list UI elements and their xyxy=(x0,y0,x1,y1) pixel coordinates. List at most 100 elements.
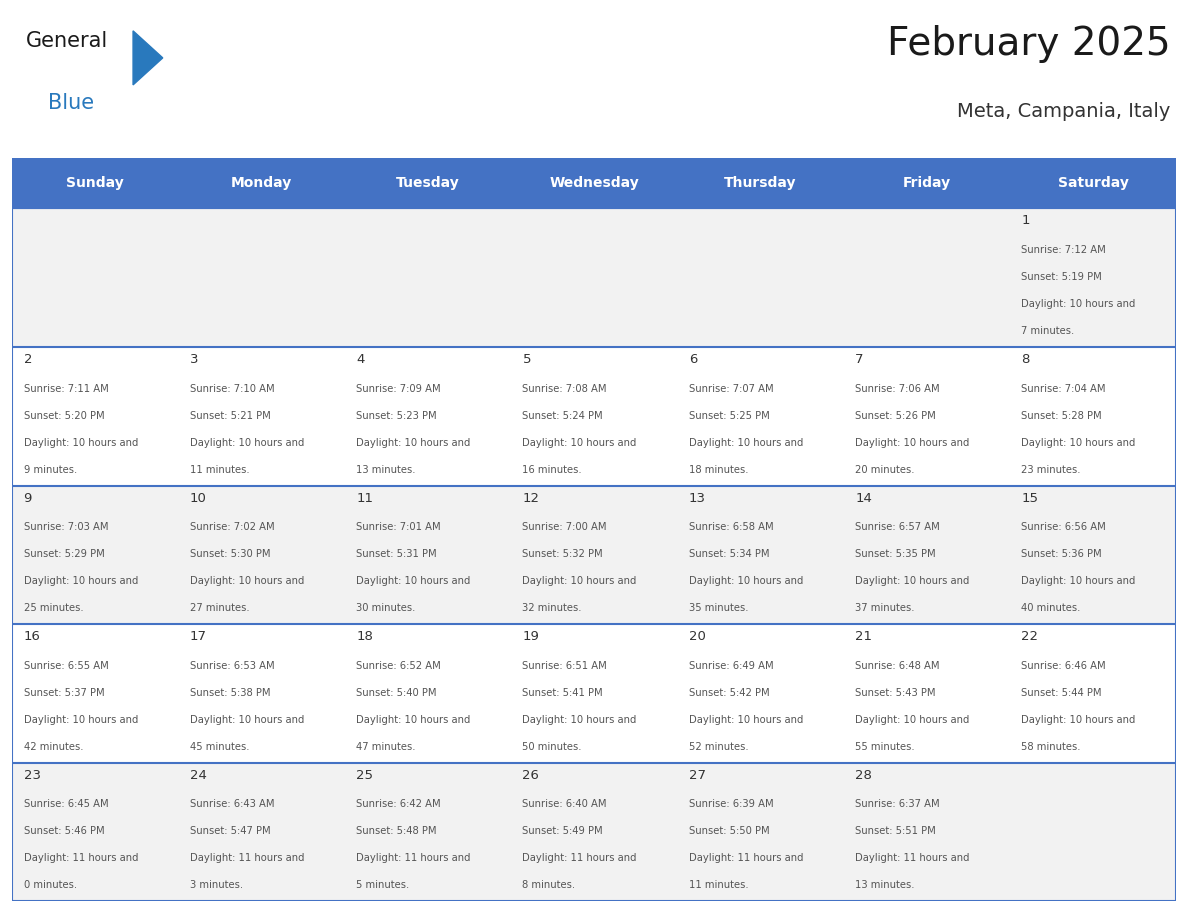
Text: Sunset: 5:26 PM: Sunset: 5:26 PM xyxy=(855,410,936,420)
Text: Saturday: Saturday xyxy=(1057,176,1129,190)
Text: Daylight: 10 hours and: Daylight: 10 hours and xyxy=(24,715,138,725)
Text: Sunrise: 6:45 AM: Sunrise: 6:45 AM xyxy=(24,800,108,810)
Text: 11 minutes.: 11 minutes. xyxy=(190,465,249,475)
Text: 10: 10 xyxy=(190,492,207,505)
Bar xyxy=(843,624,1010,763)
Text: Sunrise: 7:00 AM: Sunrise: 7:00 AM xyxy=(523,522,607,532)
Text: 6: 6 xyxy=(689,353,697,366)
Text: Daylight: 10 hours and: Daylight: 10 hours and xyxy=(523,577,637,587)
Text: 27: 27 xyxy=(689,768,706,782)
Bar xyxy=(843,486,1010,624)
Text: Sunset: 5:49 PM: Sunset: 5:49 PM xyxy=(523,826,604,836)
Text: 45 minutes.: 45 minutes. xyxy=(190,742,249,752)
Text: Sunset: 5:21 PM: Sunset: 5:21 PM xyxy=(190,410,271,420)
Bar xyxy=(1010,624,1176,763)
Text: 26: 26 xyxy=(523,768,539,782)
Text: 50 minutes.: 50 minutes. xyxy=(523,742,582,752)
Bar xyxy=(345,763,511,901)
Text: 18 minutes.: 18 minutes. xyxy=(689,465,748,475)
Text: Daylight: 11 hours and: Daylight: 11 hours and xyxy=(855,854,969,863)
Bar xyxy=(12,763,178,901)
Bar xyxy=(843,208,1010,347)
Text: Sunrise: 7:06 AM: Sunrise: 7:06 AM xyxy=(855,384,940,394)
Text: Sunset: 5:35 PM: Sunset: 5:35 PM xyxy=(855,549,936,559)
Bar xyxy=(677,158,843,208)
Bar xyxy=(511,486,677,624)
Bar xyxy=(178,624,345,763)
Bar xyxy=(178,347,345,486)
Text: 16: 16 xyxy=(24,631,40,644)
Text: Sunset: 5:34 PM: Sunset: 5:34 PM xyxy=(689,549,770,559)
Text: 9: 9 xyxy=(24,492,32,505)
Text: Sunset: 5:44 PM: Sunset: 5:44 PM xyxy=(1022,688,1102,698)
Text: 40 minutes.: 40 minutes. xyxy=(1022,603,1081,613)
Text: 12: 12 xyxy=(523,492,539,505)
Text: 5: 5 xyxy=(523,353,531,366)
Text: Daylight: 11 hours and: Daylight: 11 hours and xyxy=(190,854,304,863)
Bar xyxy=(511,158,677,208)
Text: 27 minutes.: 27 minutes. xyxy=(190,603,249,613)
Text: Sunrise: 6:55 AM: Sunrise: 6:55 AM xyxy=(24,661,108,671)
Bar xyxy=(1010,158,1176,208)
Text: Daylight: 10 hours and: Daylight: 10 hours and xyxy=(523,715,637,725)
Text: Wednesday: Wednesday xyxy=(549,176,639,190)
Text: 11: 11 xyxy=(356,492,373,505)
Bar xyxy=(12,347,178,486)
Text: Sunrise: 6:46 AM: Sunrise: 6:46 AM xyxy=(1022,661,1106,671)
Text: Sunset: 5:28 PM: Sunset: 5:28 PM xyxy=(1022,410,1102,420)
Text: Sunday: Sunday xyxy=(67,176,124,190)
Bar xyxy=(843,763,1010,901)
Text: 16 minutes.: 16 minutes. xyxy=(523,465,582,475)
Text: 25: 25 xyxy=(356,768,373,782)
Bar xyxy=(12,624,178,763)
Text: 17: 17 xyxy=(190,631,207,644)
Text: Daylight: 10 hours and: Daylight: 10 hours and xyxy=(24,577,138,587)
Text: Daylight: 11 hours and: Daylight: 11 hours and xyxy=(523,854,637,863)
Text: Daylight: 10 hours and: Daylight: 10 hours and xyxy=(855,577,969,587)
Text: Sunrise: 7:02 AM: Sunrise: 7:02 AM xyxy=(190,522,274,532)
Text: Sunset: 5:31 PM: Sunset: 5:31 PM xyxy=(356,549,437,559)
Text: Sunrise: 7:07 AM: Sunrise: 7:07 AM xyxy=(689,384,773,394)
Text: 47 minutes.: 47 minutes. xyxy=(356,742,416,752)
Text: Sunrise: 7:01 AM: Sunrise: 7:01 AM xyxy=(356,522,441,532)
Text: Daylight: 10 hours and: Daylight: 10 hours and xyxy=(1022,715,1136,725)
Text: 13 minutes.: 13 minutes. xyxy=(855,880,915,890)
Bar xyxy=(12,208,178,347)
Text: Daylight: 10 hours and: Daylight: 10 hours and xyxy=(1022,299,1136,309)
Text: Sunset: 5:23 PM: Sunset: 5:23 PM xyxy=(356,410,437,420)
Bar xyxy=(1010,347,1176,486)
Text: Blue: Blue xyxy=(48,94,94,114)
Text: Sunset: 5:20 PM: Sunset: 5:20 PM xyxy=(24,410,105,420)
Text: Daylight: 10 hours and: Daylight: 10 hours and xyxy=(689,438,803,448)
Text: Daylight: 10 hours and: Daylight: 10 hours and xyxy=(689,715,803,725)
Text: Sunrise: 7:03 AM: Sunrise: 7:03 AM xyxy=(24,522,108,532)
Bar xyxy=(178,158,345,208)
Text: Sunset: 5:51 PM: Sunset: 5:51 PM xyxy=(855,826,936,836)
Bar xyxy=(178,763,345,901)
Text: 3: 3 xyxy=(190,353,198,366)
Text: Sunrise: 7:11 AM: Sunrise: 7:11 AM xyxy=(24,384,108,394)
Bar xyxy=(511,208,677,347)
Text: Sunset: 5:37 PM: Sunset: 5:37 PM xyxy=(24,688,105,698)
Text: 9 minutes.: 9 minutes. xyxy=(24,465,77,475)
Bar xyxy=(843,158,1010,208)
Text: Daylight: 10 hours and: Daylight: 10 hours and xyxy=(855,438,969,448)
Text: 13 minutes.: 13 minutes. xyxy=(356,465,416,475)
Text: 28: 28 xyxy=(855,768,872,782)
Bar xyxy=(1010,763,1176,901)
Text: Sunrise: 6:57 AM: Sunrise: 6:57 AM xyxy=(855,522,940,532)
Text: Sunrise: 6:39 AM: Sunrise: 6:39 AM xyxy=(689,800,773,810)
Text: Meta, Campania, Italy: Meta, Campania, Italy xyxy=(956,102,1170,121)
Text: 7: 7 xyxy=(855,353,864,366)
Bar xyxy=(677,347,843,486)
Text: Daylight: 10 hours and: Daylight: 10 hours and xyxy=(1022,577,1136,587)
Text: 1: 1 xyxy=(1022,215,1030,228)
Text: Sunset: 5:32 PM: Sunset: 5:32 PM xyxy=(523,549,604,559)
Text: 11 minutes.: 11 minutes. xyxy=(689,880,748,890)
Bar xyxy=(677,486,843,624)
Text: Sunrise: 6:49 AM: Sunrise: 6:49 AM xyxy=(689,661,773,671)
Text: Sunset: 5:38 PM: Sunset: 5:38 PM xyxy=(190,688,271,698)
Text: Sunset: 5:29 PM: Sunset: 5:29 PM xyxy=(24,549,105,559)
Text: Daylight: 11 hours and: Daylight: 11 hours and xyxy=(689,854,803,863)
Text: Sunrise: 6:58 AM: Sunrise: 6:58 AM xyxy=(689,522,773,532)
